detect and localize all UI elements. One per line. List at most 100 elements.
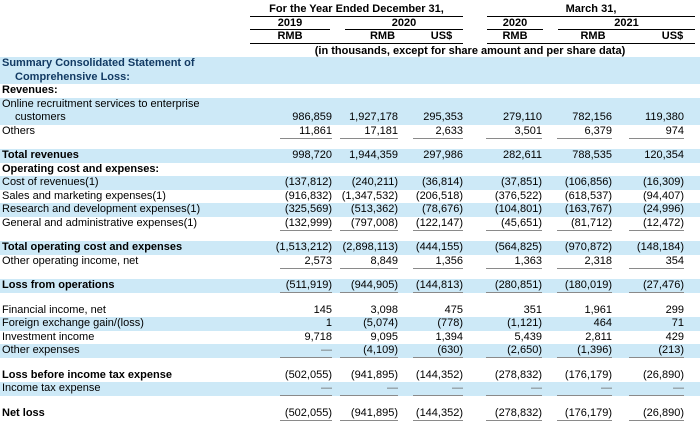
cell-value: 429 xyxy=(665,330,684,343)
cell: 1,394 xyxy=(398,331,463,345)
cell-value xyxy=(486,163,542,176)
cell-value: (280,851) xyxy=(486,279,542,293)
cell-value: (27,476) xyxy=(629,279,684,293)
cell-value: (180,019) xyxy=(557,279,612,293)
cell-value: 1 xyxy=(325,317,332,329)
cell-value: (37,851) xyxy=(501,176,542,188)
cell-value: 9,095 xyxy=(370,330,398,343)
cell: (144,813) xyxy=(398,279,463,293)
cell: (278,832) xyxy=(463,407,542,421)
cell: (502,055) xyxy=(250,369,332,383)
currency-rmb-2: RMB xyxy=(369,30,396,42)
cell: (325,569) xyxy=(250,203,332,217)
currency-rmb-3: RMB xyxy=(502,30,528,42)
cell-value: (26,890) xyxy=(643,368,684,381)
right-margin xyxy=(684,382,700,396)
cell: (132,999) xyxy=(250,217,332,231)
cell-value: — xyxy=(280,382,332,396)
cell: (1,347,532) xyxy=(332,190,398,204)
cell-value: 297,986 xyxy=(423,149,463,161)
cell-value: 1,363 xyxy=(486,255,542,269)
row-label: Loss from operations xyxy=(2,279,115,291)
cell: (444,155) xyxy=(398,241,463,255)
cell: (137,812) xyxy=(250,176,332,190)
cell-value: (564,825) xyxy=(494,241,542,253)
cell-value: 119,380 xyxy=(645,111,684,123)
cell: — xyxy=(250,382,332,396)
currency-usd-1: US$ xyxy=(430,30,453,42)
cell: 5,439 xyxy=(463,331,542,345)
cell-value: (502,055) xyxy=(280,407,332,421)
cell-value xyxy=(280,98,332,111)
cell-value: 8,849 xyxy=(340,255,398,269)
cell: 1,927,178 xyxy=(332,111,398,125)
cell: 2,811 xyxy=(542,331,612,345)
spacer-row xyxy=(0,268,700,279)
cell-value xyxy=(413,163,463,176)
cell-value: 299 xyxy=(665,303,684,316)
cell: 998,720 xyxy=(250,149,332,163)
cell-value: (24,996) xyxy=(643,203,684,215)
right-margin xyxy=(684,255,700,269)
cell: (916,832) xyxy=(250,190,332,204)
row-label: Other operating income, net xyxy=(2,254,139,267)
cell-value xyxy=(280,71,332,84)
right-margin xyxy=(684,369,700,383)
cell: (941,895) xyxy=(332,407,398,421)
row-label: Sales and marketing expenses(1) xyxy=(2,189,166,202)
cell-value xyxy=(280,84,332,97)
table-row: Other expenses — (4,109) (630) (2,650) (1,396… xyxy=(0,344,700,358)
row-label: Research and development expenses(1) xyxy=(2,203,201,215)
cell-value: (278,832) xyxy=(494,368,542,381)
cell-value xyxy=(413,57,463,70)
right-margin xyxy=(684,317,700,331)
cell: (163,767) xyxy=(542,203,612,217)
cell-value: (325,569) xyxy=(284,203,332,215)
table-row: Total revenues 998,720 1,944,359 297,986 282… xyxy=(0,149,700,163)
cell-value xyxy=(486,98,542,111)
cell: (618,537) xyxy=(542,190,612,204)
cell-value: (106,856) xyxy=(564,176,612,188)
cell: (176,179) xyxy=(542,369,612,383)
cell: 782,156 xyxy=(542,111,612,125)
cell-value: (278,832) xyxy=(486,407,542,421)
table-row: Net loss (502,055) (941,895) (144,352) (278,… xyxy=(0,407,700,421)
table-row: Others 11,861 17,181 2,633 3,501 6,379 974 xyxy=(0,125,700,139)
cell-value: (137,812) xyxy=(284,176,332,188)
cell: (78,676) xyxy=(398,203,463,217)
cell-value: (1,396) xyxy=(557,344,612,358)
table-row: Loss from operations (511,919) (944,905) (1… xyxy=(0,279,700,293)
cell-value: (1,513,212) xyxy=(275,241,332,253)
row-label: customers xyxy=(15,111,66,123)
cell-value xyxy=(486,71,542,84)
cell-value xyxy=(340,163,398,176)
cell: 299 xyxy=(612,304,684,318)
cell-value xyxy=(557,98,612,111)
cell: (280,851) xyxy=(463,279,542,293)
cell-value: (148,184) xyxy=(636,241,684,253)
table-row: Investment income 9,718 9,095 1,394 5,439 2,8… xyxy=(0,331,700,345)
currency-rmb-1: RMB xyxy=(277,30,303,42)
cell-value: 1,961 xyxy=(584,303,612,316)
cell: 3,501 xyxy=(463,125,542,139)
cell: (1,396) xyxy=(542,344,612,358)
cell: — xyxy=(332,382,398,396)
cell: (4,109) xyxy=(332,344,398,358)
cell-value: 1,394 xyxy=(435,330,463,343)
cell-value xyxy=(340,71,398,84)
cell: 1,944,359 xyxy=(332,149,398,163)
cell-value xyxy=(557,163,612,176)
right-margin xyxy=(684,304,700,318)
cell-value: (513,362) xyxy=(350,203,398,215)
right-margin xyxy=(684,111,700,125)
cell-value: (144,352) xyxy=(413,407,463,421)
cell-value: 3,098 xyxy=(370,303,398,316)
table-row: Sales and marketing expenses(1) (916,832)… xyxy=(0,190,700,204)
cell-value: (206,518) xyxy=(415,189,463,202)
cell: (206,518) xyxy=(398,190,463,204)
cell: (1,513,212) xyxy=(250,241,332,255)
cell-value: 974 xyxy=(629,125,684,139)
cell: (213) xyxy=(612,344,684,358)
row-label: Operating cost and expenses: xyxy=(2,162,160,175)
row-label: Other expenses xyxy=(2,344,80,356)
